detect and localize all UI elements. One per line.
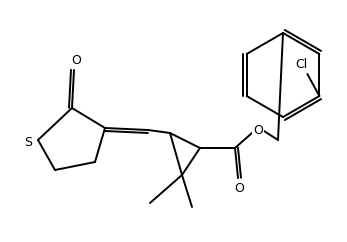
Text: O: O — [234, 182, 244, 195]
Text: S: S — [24, 136, 32, 149]
Text: O: O — [253, 123, 263, 136]
Text: O: O — [71, 53, 81, 67]
Text: Cl: Cl — [295, 58, 307, 70]
